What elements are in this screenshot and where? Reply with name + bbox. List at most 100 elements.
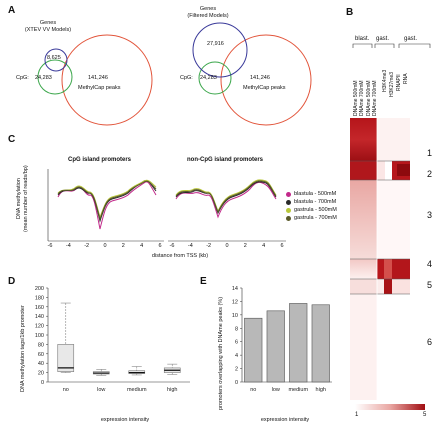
venn-left-methyl-label: MethylCap peaks xyxy=(78,85,121,91)
profile-right-x-tick: -2 xyxy=(206,243,212,249)
profile-right-gastrula-700 xyxy=(175,180,277,214)
profile-right-x-tick: -6 xyxy=(169,243,175,249)
boxplot-box xyxy=(57,344,75,372)
legend-swatch xyxy=(286,191,291,197)
profile-legend: blastula - 500mM blastula - 700mM gastru… xyxy=(286,190,356,222)
legend-swatch xyxy=(286,199,291,205)
venn-left-cpg-count: 24,283 xyxy=(35,75,52,81)
venn-left-methyl-count: 141,246 xyxy=(88,75,108,81)
boxplot-y-tick-label: 20 xyxy=(38,371,44,377)
heatmap-col-label: H3K4me3 xyxy=(382,69,388,92)
profile-xlabel: distance from TSS (kb) xyxy=(151,253,209,259)
venn-right-genes-circle xyxy=(192,22,248,78)
bar-xlabel: expression intensity xyxy=(260,417,310,423)
profile-left-x-tick: -2 xyxy=(84,243,90,249)
venn-right-cpg-count: 24,283 xyxy=(200,75,217,81)
boxplot-y-tick-label: 140 xyxy=(35,314,44,320)
venn-right-cpg-circle xyxy=(198,61,232,95)
profile-left-x-tick: 4 xyxy=(140,243,144,249)
venn-left-methyl-circle xyxy=(61,34,153,126)
heatmap-cluster-4 xyxy=(350,259,377,279)
boxplot-y-tick-label: 60 xyxy=(38,352,44,358)
profile-left-x-tick: -4 xyxy=(65,243,71,249)
heatmap-cluster-label: 6 xyxy=(427,337,433,347)
venn-left-genes-count: 8,625 xyxy=(47,55,61,61)
bar-x-tick-label: medium xyxy=(288,387,308,393)
heatmap-group-gast-2: gast. xyxy=(404,36,418,42)
panel-label-c: C xyxy=(8,134,16,145)
profile-right-blastula-700 xyxy=(175,181,277,215)
profile-left-x-tick: 0 xyxy=(103,243,107,249)
boxplot-xlabel: expression intensity xyxy=(100,417,150,423)
heatmap-cluster-label: 1 xyxy=(427,148,433,158)
heatmap-cluster-1-dname xyxy=(350,118,377,161)
panel-label-e: E xyxy=(200,276,207,287)
heatmap-col-label: H3K27me3 xyxy=(389,71,395,97)
heatmap-group-blast: blast. xyxy=(355,36,370,42)
profile-right-title: non-CpG island promoters xyxy=(187,157,264,163)
boxplot-x-tick-label: high xyxy=(167,387,177,393)
boxplot-y-tick-label: 40 xyxy=(38,361,44,367)
boxplot-y-tick-label: 120 xyxy=(35,324,44,330)
heatmap-cluster-label: 2 xyxy=(427,169,433,179)
profile-right-x-tick: 4 xyxy=(262,243,266,249)
boxplot-y-tick-label: 80 xyxy=(38,342,44,348)
venn-left-genes-circle xyxy=(44,48,68,72)
bar-y-tick-label: 2 xyxy=(235,367,238,373)
panel-label-a: A xyxy=(8,5,16,16)
heatmap-cluster-3-dname xyxy=(350,180,377,259)
panel-label-d: D xyxy=(8,276,16,287)
bar-y-tick-label: 4 xyxy=(235,353,238,359)
profile-left-x-tick: -6 xyxy=(47,243,53,249)
heatmap-col-label: DNAme 700mM xyxy=(372,80,378,116)
profile-left-x-tick: 2 xyxy=(121,243,125,249)
boxplot-x-tick-label: low xyxy=(97,387,105,393)
heatmap-color-scale xyxy=(355,404,425,410)
boxplot-y-tick-label: 100 xyxy=(35,333,44,339)
profile-left-gastrula-500 xyxy=(57,179,157,219)
heatmap-cluster-5 xyxy=(350,279,377,294)
profile-right-blastula-500 xyxy=(175,181,277,219)
bar xyxy=(289,303,308,383)
legend-item: gastrula - 700mM xyxy=(286,214,356,222)
heatmap-cluster-label: 4 xyxy=(427,259,433,269)
bar xyxy=(266,310,285,383)
heatmap xyxy=(350,118,410,400)
bar-x-tick-label: low xyxy=(272,387,280,393)
boxplot-x-tick-label: medium xyxy=(127,387,147,393)
bar-y-tick-label: 8 xyxy=(235,326,238,332)
profile-left-gastrula-700 xyxy=(57,180,157,221)
heatmap-group-gast-1: gast. xyxy=(376,36,390,42)
heatmap-cluster-label: 3 xyxy=(427,210,433,220)
boxplot-y-tick-label: 180 xyxy=(35,295,44,301)
boxplot-x-tick-label: no xyxy=(63,387,69,393)
profile-chart xyxy=(47,169,286,242)
legend-swatch xyxy=(286,215,291,221)
heatmap-group-brackets xyxy=(352,43,431,48)
bar-y-tick-label: 10 xyxy=(232,313,238,319)
bar xyxy=(311,304,330,383)
bar-y-tick-label: 14 xyxy=(232,286,238,292)
venn-diagram-right xyxy=(192,22,312,126)
legend-item: gastrula - 500mM xyxy=(286,206,356,214)
venn-right-methyl-circle xyxy=(220,34,312,126)
heatmap-cluster-label: 5 xyxy=(427,280,433,290)
venn-diagram-left xyxy=(37,34,153,126)
profile-right-x-tick: -4 xyxy=(187,243,193,249)
bar xyxy=(244,317,263,383)
bar-y-tick-label: 0 xyxy=(235,380,238,386)
venn-right-genes-count: 27,916 xyxy=(207,41,224,47)
boxplot-chart: 0 20 40 60 80 100 120 140 160 180 200 no low medium hi… xyxy=(35,286,190,393)
heatmap-scale-max: 5 xyxy=(423,412,427,418)
heatmap-cluster-6 xyxy=(350,294,377,400)
bar-chart: 0 2 4 6 8 10 12 14 no low medium high xyxy=(232,286,332,393)
profile-right-x-tick: 2 xyxy=(243,243,247,249)
venn-right-genes-title: Genes (Filtered Models) xyxy=(187,6,229,19)
venn-right-cpg-label: CpG: xyxy=(180,75,193,81)
heatmap-col-label: DNAme 700mM xyxy=(359,80,365,116)
heatmap-col-label: RNAPII xyxy=(396,74,402,91)
venn-right-methyl-count: 141,246 xyxy=(250,75,270,81)
legend-item: blastula - 500mM xyxy=(286,190,356,198)
panel-label-b: B xyxy=(346,7,354,18)
profile-right-gastrula-500 xyxy=(175,179,277,213)
